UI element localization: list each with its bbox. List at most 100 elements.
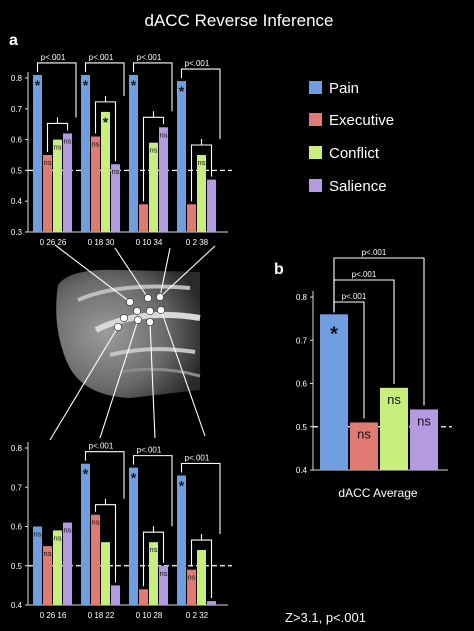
roi-connector-line bbox=[149, 321, 156, 439]
chart-a-top-bar-star-label: * bbox=[179, 83, 185, 99]
roi-dot bbox=[157, 306, 165, 314]
chart-a-top-bar bbox=[111, 164, 120, 232]
chart-a-top-bracket-label: p<.001 bbox=[185, 59, 210, 68]
chart-a-top-bar bbox=[177, 81, 186, 232]
panel-b-label: b bbox=[274, 261, 284, 278]
roi-connector-line bbox=[99, 319, 139, 439]
figure-title: dACC Reverse Inference bbox=[145, 11, 334, 30]
chart-b-bar-ns-label: ns bbox=[387, 392, 401, 407]
chart-a-bottom-y-tick-label: 0.4 bbox=[11, 601, 23, 610]
chart-a-top-y-tick-label: 0.4 bbox=[11, 197, 23, 206]
roi-dot bbox=[133, 307, 141, 315]
chart-a-bottom-group-label: 0 26 16 bbox=[40, 611, 67, 620]
chart-a-top-bracket-label: p<.001 bbox=[89, 53, 114, 62]
chart-a-top-bar bbox=[81, 74, 90, 232]
chart-a-top-group-label: 0 26 26 bbox=[40, 238, 67, 247]
chart-a-top-bar bbox=[33, 74, 42, 232]
roi-dot bbox=[134, 316, 142, 324]
roi-dot bbox=[120, 314, 128, 322]
chart-a-bottom-y-tick-label: 0.5 bbox=[11, 562, 23, 571]
chart-a-bottom-bar bbox=[43, 546, 52, 605]
chart-a-bottom-bar bbox=[139, 589, 148, 605]
chart-a-bottom-bar bbox=[187, 569, 196, 605]
chart-a-top-group-label: 0 2 38 bbox=[186, 238, 209, 247]
chart-a-bottom-group-label: 0 2 32 bbox=[186, 611, 209, 620]
chart-a-top-bar bbox=[139, 204, 148, 232]
chart-a-top-bar bbox=[63, 133, 72, 232]
chart-a-top-bar-ns-label: ns bbox=[150, 146, 158, 155]
chart-a-bottom-bar bbox=[149, 542, 158, 605]
chart-b-bar-ns-label: ns bbox=[357, 426, 371, 441]
roi-connector-line bbox=[159, 247, 171, 298]
chart-a-bottom-bar bbox=[53, 530, 62, 605]
chart-a-top-bar bbox=[187, 204, 196, 232]
chart-a-bottom-significance-bracket bbox=[180, 462, 221, 535]
chart-a-top-bar bbox=[159, 127, 168, 232]
roi-connector-line bbox=[114, 247, 149, 299]
chart-a-bottom-bar-ns-label: ns bbox=[92, 518, 100, 527]
chart-a-top-bar-star-label: * bbox=[83, 77, 89, 93]
chart-a-top-bar-ns-label: ns bbox=[54, 143, 62, 152]
chart-a-bottom-bar bbox=[33, 526, 42, 605]
chart-a-top-bracket-label: p<.001 bbox=[41, 53, 66, 62]
brain-slice-image bbox=[56, 269, 201, 398]
chart-a-top-bar-ns-label: ns bbox=[112, 167, 120, 176]
chart-a-bottom-bar bbox=[101, 542, 110, 605]
chart-b-y-tick-label: 0.7 bbox=[296, 336, 308, 345]
chart-a-top-bar bbox=[43, 155, 52, 232]
chart-a-bottom-y-tick-label: 0.7 bbox=[11, 483, 23, 492]
chart-a-top-bar-star-label: * bbox=[103, 114, 109, 130]
roi-connector-line bbox=[54, 244, 131, 303]
chart-a-bottom-bracket-label: p<.001 bbox=[185, 453, 210, 462]
chart-b-y-tick-label: 0.6 bbox=[296, 380, 308, 389]
chart-a-top-significance-bracket bbox=[132, 62, 173, 112]
roi-connector-line bbox=[49, 326, 119, 441]
chart-a-bottom-bar bbox=[129, 467, 138, 605]
chart-a-top-bar-star-label: * bbox=[131, 77, 137, 93]
chart-a-top-y-tick-label: 0.5 bbox=[11, 166, 23, 175]
roi-dot bbox=[146, 318, 154, 326]
roi-dot bbox=[144, 294, 152, 302]
legend-label-conflict: Conflict bbox=[329, 145, 380, 162]
chart-a-top-bar bbox=[91, 136, 100, 232]
legend: Pain Executive Conflict Salience bbox=[309, 80, 394, 195]
chart-a-top-bar bbox=[149, 142, 158, 232]
chart-a-bottom-bar-ns-label: ns bbox=[34, 530, 42, 539]
chart-b-bar bbox=[380, 387, 408, 470]
chart-b-y-tick-label: 0.5 bbox=[296, 423, 308, 432]
chart-a-top-bar-ns-label: ns bbox=[198, 158, 206, 167]
chart-b-bar-ns-label: ns bbox=[417, 413, 431, 428]
chart-a-bottom-bar-ns-label: ns bbox=[64, 526, 72, 535]
chart-a-bottom-bar bbox=[111, 585, 120, 605]
chart-a-bottom-group-label: 0 18 22 bbox=[88, 611, 115, 620]
roi-connector-lines bbox=[49, 244, 216, 441]
legend-label-salience: Salience bbox=[329, 178, 387, 195]
chart-a-bottom-bar bbox=[63, 522, 72, 605]
chart-a-bottom-significance-bracket bbox=[84, 451, 125, 499]
chart-a-top-bar bbox=[207, 179, 216, 232]
chart-a-bottom-bar bbox=[177, 475, 186, 605]
roi-connector-line bbox=[160, 309, 206, 437]
legend-swatch-executive bbox=[309, 113, 322, 126]
legend-label-executive: Executive bbox=[329, 112, 394, 129]
chart-b-average: 0.4 0.5 0.6 0.7 0.8 * ns ns ns dACC Average p<.001… bbox=[296, 248, 452, 500]
chart-a-top-significance-bracket bbox=[84, 62, 125, 96]
chart-a-top-y-tick-label: 0.7 bbox=[11, 105, 23, 114]
chart-a-bottom-bar bbox=[159, 565, 168, 605]
chart-a-bottom-bar-ns-label: ns bbox=[150, 545, 158, 554]
chart-a-bottom-bar bbox=[207, 601, 216, 605]
chart-a-top-bar-star-label: * bbox=[35, 77, 41, 93]
legend-swatch-salience bbox=[309, 179, 322, 192]
chart-a-top-bar bbox=[101, 111, 110, 232]
footnote: Z>3.1, p<.001 bbox=[285, 610, 366, 625]
chart-a-bottom-bar bbox=[91, 514, 100, 605]
chart-a-top-group-label: 0 10 34 bbox=[136, 238, 163, 247]
chart-a-top-bar-ns-label: ns bbox=[64, 136, 72, 145]
chart-b-bracket-label: p<.001 bbox=[362, 248, 387, 257]
legend-swatch-conflict bbox=[309, 146, 322, 159]
chart-a-top-bar-ns-label: ns bbox=[160, 130, 168, 139]
chart-a-top-y-tick-label: 0.6 bbox=[11, 136, 23, 145]
